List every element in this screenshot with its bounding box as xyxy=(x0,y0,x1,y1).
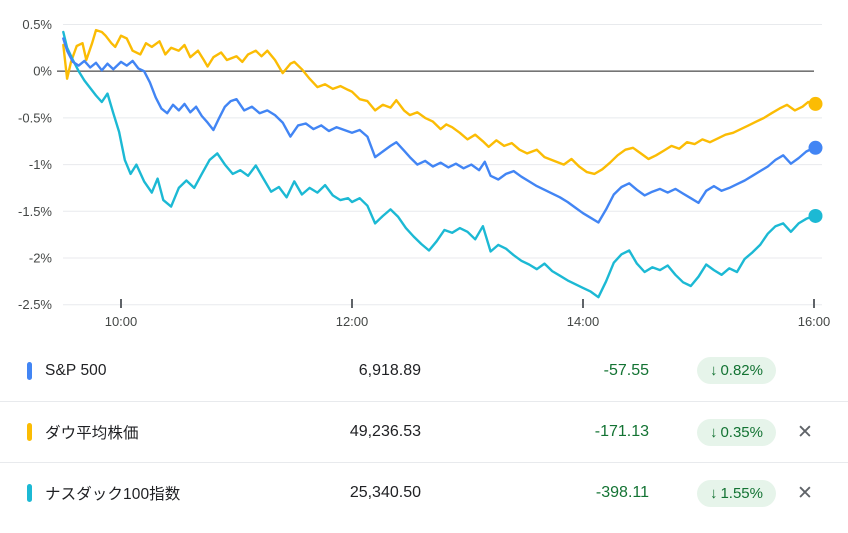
change-percent-value: 0.82% xyxy=(720,362,763,379)
index-change: -171.13 xyxy=(594,423,649,440)
svg-text:16:00: 16:00 xyxy=(798,314,831,329)
svg-text:10:00: 10:00 xyxy=(105,314,138,329)
svg-text:0%: 0% xyxy=(33,64,52,79)
index-name: ナスダック100指数 xyxy=(45,486,181,503)
index-name: S&P 500 xyxy=(45,361,107,379)
legend-row-nasdaq100: ナスダック100指数 25,340.50 -398.11 ↓ 1.55% ✕ xyxy=(0,462,848,523)
close-icon[interactable]: ✕ xyxy=(793,480,817,507)
svg-text:-2%: -2% xyxy=(29,251,53,266)
performance-chart[interactable]: 0.5% 0% -0.5% -1% -1.5% -2% -2.5% 10:00 12:00 14:… xyxy=(0,0,848,340)
arrow-down-icon: ↓ xyxy=(709,484,718,502)
series-color-pill xyxy=(27,361,32,380)
chart-area[interactable]: 0.5% 0% -0.5% -1% -1.5% -2% -2.5% 10:00 12:00 14:… xyxy=(0,0,848,340)
change-percent-badge: ↓ 0.82% xyxy=(696,357,776,384)
arrow-down-icon: ↓ xyxy=(709,423,718,441)
index-value: 6,918.89 xyxy=(358,361,421,379)
change-percent-badge: ↓ 1.55% xyxy=(696,479,776,507)
change-percent-badge: ↓ 0.35% xyxy=(696,418,776,446)
svg-text:-0.5%: -0.5% xyxy=(18,110,52,125)
close-icon[interactable]: ✕ xyxy=(793,419,817,446)
index-change: -398.11 xyxy=(595,484,649,501)
arrow-down-icon: ↓ xyxy=(709,362,718,379)
svg-text:-1%: -1% xyxy=(29,157,53,172)
svg-text:-1.5%: -1.5% xyxy=(18,204,52,219)
change-percent-value: 1.55% xyxy=(720,484,763,502)
index-name: ダウ平均株価 xyxy=(45,425,139,442)
change-percent-value: 0.35% xyxy=(720,423,763,441)
legend-row-dow: ダウ平均株価 49,236.53 -171.13 ↓ 0.35% ✕ xyxy=(0,401,848,462)
index-value: 25,340.50 xyxy=(349,484,421,501)
index-legend-table: S&P 500 6,918.89 -57.55 ↓ 0.82% ダウ平均株価 4… xyxy=(0,340,848,523)
index-change: -57.55 xyxy=(603,361,649,379)
svg-text:0.5%: 0.5% xyxy=(22,17,52,32)
svg-text:14:00: 14:00 xyxy=(567,314,600,329)
series-color-pill xyxy=(27,484,32,502)
svg-text:12:00: 12:00 xyxy=(336,314,369,329)
legend-row-sp500: S&P 500 6,918.89 -57.55 ↓ 0.82% xyxy=(0,340,848,401)
svg-text:-2.5%: -2.5% xyxy=(18,297,52,312)
index-value: 49,236.53 xyxy=(349,423,421,440)
series-color-pill xyxy=(27,423,32,441)
